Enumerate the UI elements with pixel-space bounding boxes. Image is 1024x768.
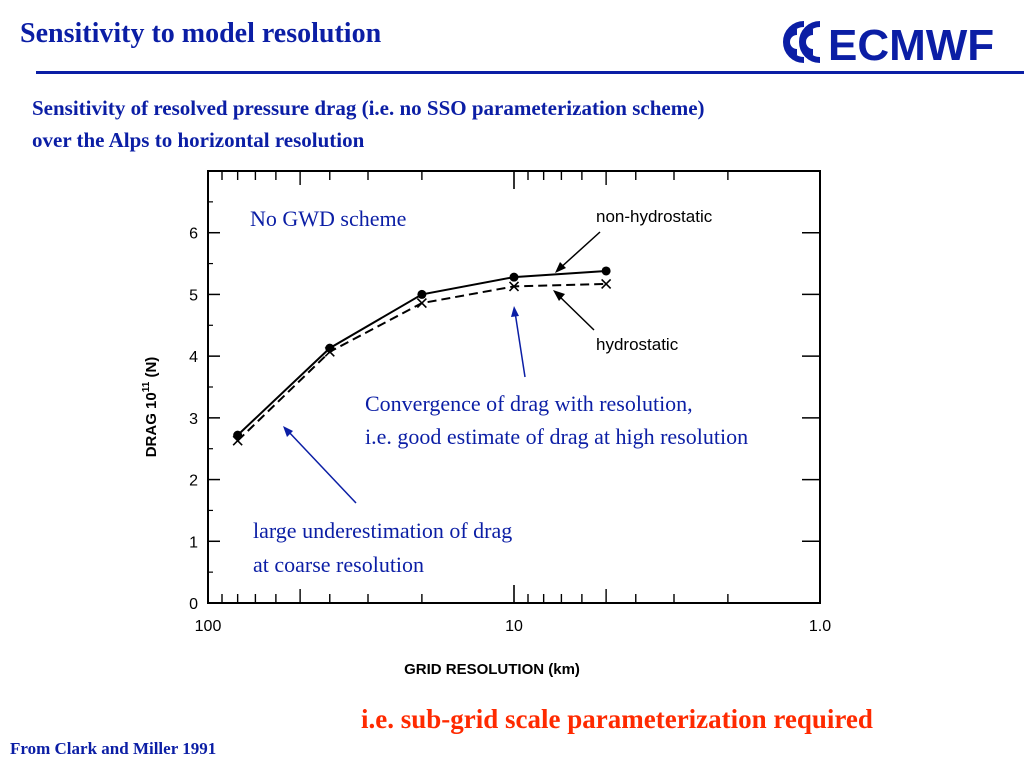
y-axis-label: DRAG 1011 (N) <box>141 357 160 458</box>
y-axis-label-main: DRAG 10 <box>143 392 160 457</box>
pointer-arrowhead-non-hydrostatic <box>555 262 566 273</box>
ecmwf-logo-text: ECMWF <box>828 21 994 70</box>
pointer-arrow-non-hydrostatic <box>557 231 601 271</box>
slide-title: Sensitivity to model resolution <box>20 18 382 49</box>
y-tick-label: 2 <box>189 473 198 490</box>
axis-ticks <box>207 171 821 604</box>
annotation-convergence-line-2: i.e. good estimate of drag at high resol… <box>365 424 748 449</box>
y-tick-labels: 0 1 2 3 4 5 6 <box>189 226 198 613</box>
x-axis-label: GRID RESOLUTION (km) <box>404 661 580 678</box>
annotation-underestimation-line-1: large underestimation of drag <box>253 518 512 543</box>
data-point-hydrostatic <box>232 435 243 446</box>
data-point-non-hydrostatic <box>601 266 611 276</box>
cross-marker-stroke <box>324 346 335 357</box>
y-axis-label-exponent: 11 <box>141 381 152 392</box>
pointer-arrow-hydrostatic <box>556 293 595 331</box>
annotation-convergence-line-1: Convergence of drag with resolution, <box>365 391 693 416</box>
y-tick-label: 0 <box>189 596 198 613</box>
title-rule <box>36 71 1024 74</box>
convergence-arrow <box>514 311 526 378</box>
x-tick-labels: 100 10 1.0 <box>195 618 832 635</box>
data-point-hydrostatic <box>601 278 612 290</box>
cross-marker-stroke <box>416 298 427 309</box>
data-point-hydrostatic <box>508 281 520 292</box>
annotation-no-gwd-scheme: No GWD scheme <box>250 206 406 231</box>
convergence-arrowhead <box>511 306 519 317</box>
ecmwf-logo: ECMWF <box>783 21 994 70</box>
cross-marker-stroke <box>508 281 520 292</box>
data-point-hydrostatic <box>416 298 427 309</box>
series-line-hydrostatic <box>237 282 607 442</box>
x-tick-label: 1.0 <box>809 618 831 635</box>
pointer-arrowhead-hydrostatic <box>553 290 565 301</box>
slide-subtitle: Sensitivity of resolved pressure drag (i… <box>32 92 705 156</box>
y-tick-label: 6 <box>189 226 198 243</box>
subtitle-line-2: over the Alps to horizontal resolution <box>32 128 365 152</box>
subtitle-line-1: Sensitivity of resolved pressure drag (i… <box>32 96 705 120</box>
series-layer <box>232 266 612 446</box>
underestimation-arrowhead <box>283 426 293 437</box>
conclusion-text: i.e. sub-grid scale parameterization req… <box>361 704 873 734</box>
cross-marker-stroke <box>232 435 243 446</box>
y-tick-label: 5 <box>189 287 198 304</box>
ecmwf-emblem-icon <box>783 21 821 63</box>
annotation-underestimation-line-2: at coarse resolution <box>253 552 424 577</box>
x-tick-label: 10 <box>505 618 523 635</box>
legend-label-hydrostatic: hydrostatic <box>596 335 679 354</box>
data-point-non-hydrostatic <box>509 272 519 282</box>
y-tick-label: 3 <box>189 411 198 428</box>
cross-marker-stroke <box>601 278 612 290</box>
source-citation: From Clark and Miller 1991 <box>10 739 217 758</box>
x-tick-label: 100 <box>195 618 222 635</box>
legend-label-non-hydrostatic: non-hydrostatic <box>596 207 713 226</box>
underestimation-arrow <box>286 429 357 504</box>
y-tick-label: 4 <box>189 349 198 366</box>
y-tick-label: 1 <box>189 534 198 551</box>
data-point-non-hydrostatic <box>417 289 427 299</box>
y-axis-label-unit: (N) <box>143 357 160 382</box>
data-point-hydrostatic <box>324 346 335 357</box>
